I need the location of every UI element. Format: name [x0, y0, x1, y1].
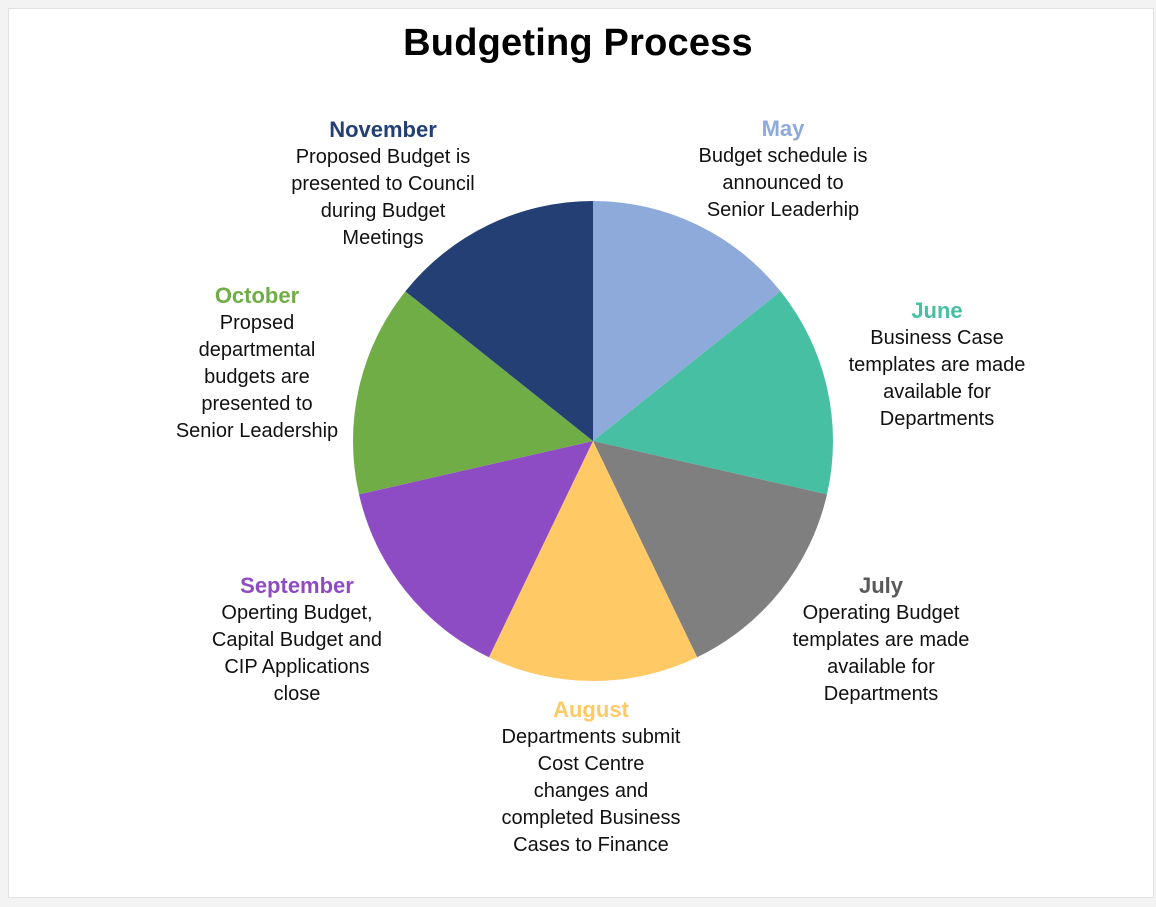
label-june-line-2: templates are made — [848, 354, 1026, 376]
label-may-line-1: Budget schedule is — [698, 145, 868, 167]
label-july: July Operating Budget templates are made… — [772, 572, 990, 708]
label-august-line-1: Departments submit — [501, 726, 681, 748]
label-november-line-4: Meetings — [342, 227, 424, 249]
label-november-line-3: during Budget — [320, 200, 446, 222]
pie-slice-july — [593, 441, 827, 658]
label-september: September Operting Budget, Capital Budge… — [186, 572, 408, 708]
label-august-line-5: Cases to Finance — [513, 834, 669, 856]
pie-slice-october — [353, 291, 593, 495]
label-october-line-1: Propsed — [219, 312, 295, 334]
label-september-line-4: close — [273, 683, 321, 705]
label-october-line-5: Senior Leadership — [175, 420, 339, 442]
label-october-line-3: budgets are — [204, 366, 310, 388]
label-july-line-4: Departments — [823, 683, 939, 705]
pie-slice-may — [593, 201, 781, 441]
pie-slice-september — [359, 441, 593, 658]
label-may-line-3: Senior Leaderhip — [706, 199, 860, 221]
label-june-line-3: available for — [883, 381, 991, 403]
label-november: November Proposed Budget is presented to… — [268, 116, 498, 252]
label-may-line-2: announced to — [722, 172, 844, 194]
label-july-line-3: available for — [827, 656, 935, 678]
diagram-title: Budgeting Process — [403, 22, 753, 64]
label-november-line-1: Proposed Budget is — [295, 146, 471, 168]
label-september-line-3: CIP Applications — [224, 656, 370, 678]
label-november-month: November — [329, 117, 437, 142]
label-november-line-2: presented to Council — [291, 173, 475, 195]
label-june-month: June — [911, 298, 963, 323]
label-september-month: September — [240, 573, 354, 598]
pie-slice-august — [488, 441, 698, 681]
label-october-month: October — [214, 283, 300, 308]
label-august-month: August — [553, 697, 629, 722]
label-august-line-3: changes and — [533, 780, 649, 802]
label-october-line-2: departmental — [198, 339, 316, 361]
label-october: October Propsed departmental budgets are… — [152, 282, 362, 445]
label-may-month: May — [761, 116, 805, 141]
label-july-month: July — [858, 573, 904, 598]
pie-slice-november — [405, 200, 593, 441]
label-september-line-2: Capital Budget and — [211, 629, 383, 651]
label-june-line-1: Business Case — [870, 327, 1004, 349]
label-june: June Business Case templates are made av… — [828, 297, 1046, 433]
label-july-line-2: templates are made — [792, 629, 970, 651]
label-august-line-2: Cost Centre — [537, 753, 645, 775]
label-june-line-4: Departments — [879, 408, 995, 430]
label-august-line-4: completed Business — [501, 807, 681, 829]
label-may: May Budget schedule is announced to Seni… — [683, 115, 883, 224]
label-september-line-1: Operting Budget, — [221, 602, 373, 624]
label-august: August Departments submit Cost Centre ch… — [478, 696, 704, 859]
label-october-line-4: presented to — [201, 393, 313, 415]
label-july-line-1: Operating Budget — [802, 602, 960, 624]
pie-slice-june — [593, 291, 833, 495]
